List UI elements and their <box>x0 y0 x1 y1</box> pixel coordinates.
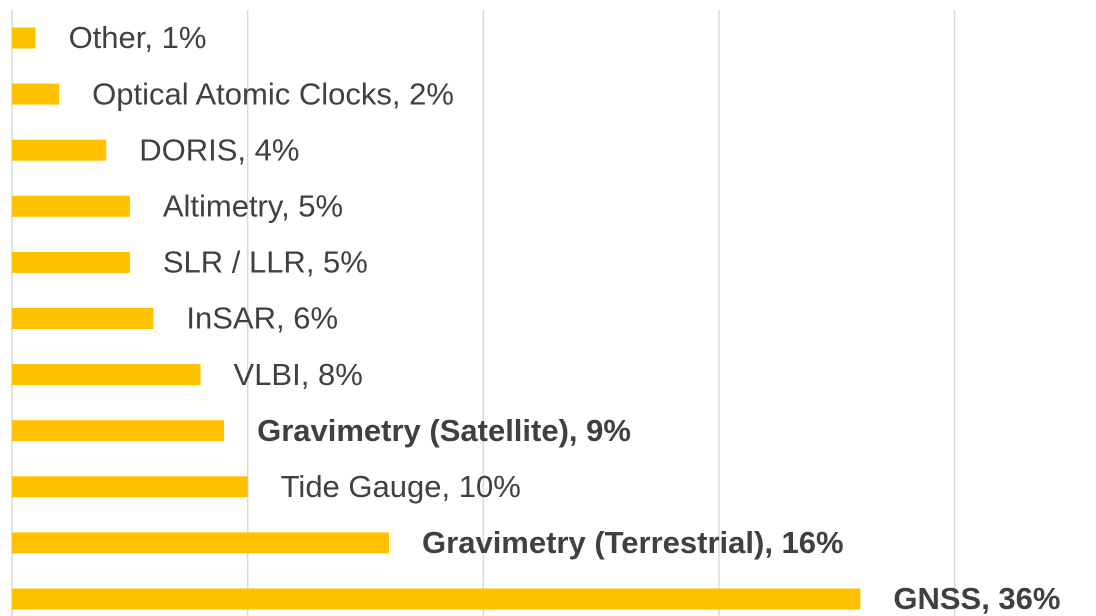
bar <box>12 83 60 105</box>
data-label: Altimetry, 5% <box>163 188 343 223</box>
data-label: DORIS, 4% <box>139 132 299 167</box>
data-label: InSAR, 6% <box>186 301 338 336</box>
data-label: Gravimetry (Satellite), 9% <box>257 413 631 448</box>
data-label: GNSS, 36% <box>893 581 1060 616</box>
bar <box>12 251 130 273</box>
bar <box>12 308 154 329</box>
data-label: Gravimetry (Terrestrial), 16% <box>422 525 844 560</box>
bar <box>12 476 248 498</box>
data-label: Tide Gauge, 10% <box>281 469 521 504</box>
bar <box>12 139 107 161</box>
bar <box>12 364 201 386</box>
bar <box>12 532 390 554</box>
bar <box>12 420 225 442</box>
data-label: SLR / LLR, 5% <box>163 245 368 280</box>
data-label: VLBI, 8% <box>234 357 363 392</box>
bar <box>12 195 130 217</box>
bar <box>12 27 36 49</box>
data-label: Other, 1% <box>69 20 207 55</box>
data-label: Optical Atomic Clocks, 2% <box>92 76 454 111</box>
bar <box>12 588 861 610</box>
